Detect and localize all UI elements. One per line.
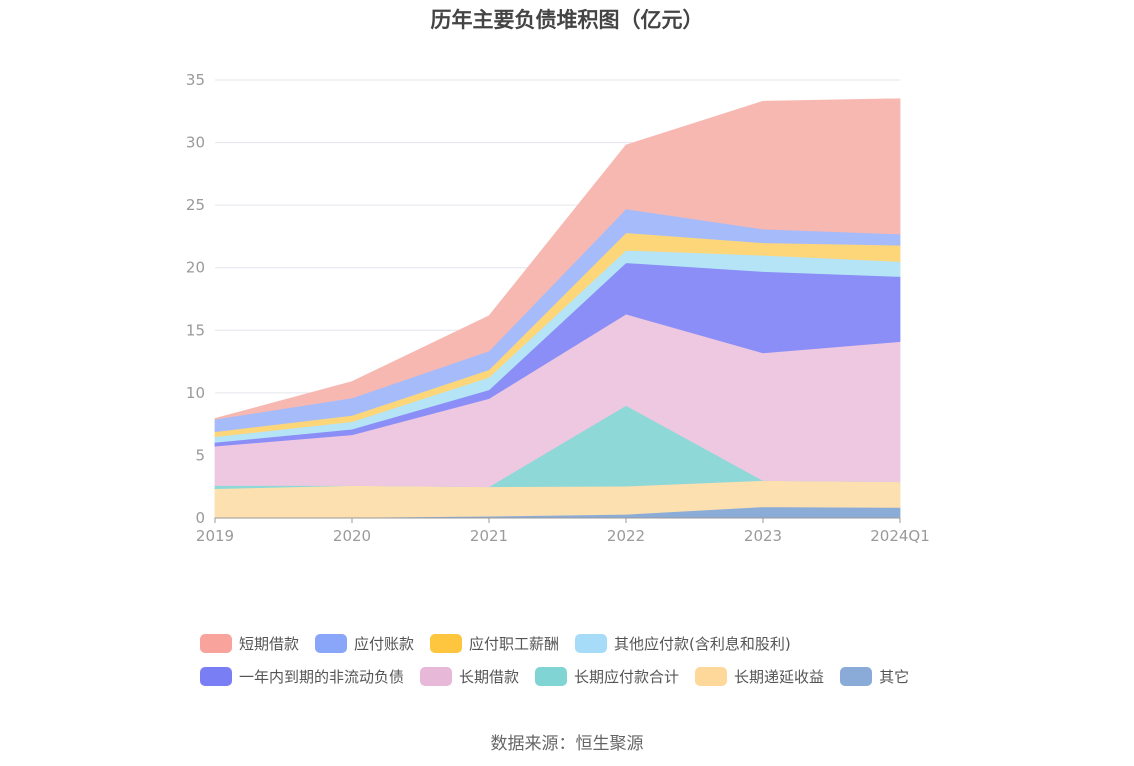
y-tick-label: 30 [186, 134, 205, 152]
axis-layer: 0 5 10 15 20 25 30 35 2019 2020 2021 2022 2023 2024Q1 [186, 71, 930, 545]
legend-label: 一年内到期的非流动负债 [239, 667, 405, 686]
legend-swatch [200, 666, 232, 686]
y-tick-label: 35 [186, 71, 205, 89]
legend-swatch [200, 633, 232, 653]
legend-label: 长期借款 [459, 667, 520, 686]
area-series-短期借款 [214, 98, 901, 420]
legend-item[interactable]: 其他应付款(含利息和股利) [575, 633, 791, 654]
legend-label: 长期应付款合计 [574, 667, 680, 686]
legend: 短期借款 应付账款 应付职工薪酬 其他应付款(含利息和股利) 一年内到期的非流动负债 长… [200, 630, 1000, 696]
legend-label: 短期借款 [239, 634, 300, 653]
legend-label: 应付职工薪酬 [469, 634, 560, 653]
x-tick-label: 2020 [333, 527, 371, 545]
x-tick-label: 2019 [196, 527, 234, 545]
legend-row-1: 短期借款 应付账款 应付职工薪酬 其他应付款(含利息和股利) [200, 630, 1000, 656]
stacked-area-chart: 0 5 10 15 20 25 30 35 2019 2020 2021 2022 2023 2024Q1 [186, 71, 930, 545]
legend-item[interactable]: 短期借款 [200, 633, 299, 654]
y-tick-label: 0 [195, 509, 205, 527]
legend-swatch [840, 666, 873, 686]
y-tick-label: 5 [195, 446, 205, 464]
legend-label: 长期递延收益 [734, 667, 825, 686]
y-tick-label: 20 [186, 259, 205, 277]
chart-title: 历年主要负债堆积图（亿元） [430, 8, 704, 32]
legend-row-2: 一年内到期的非流动负债 长期借款 长期应付款合计 长期递延收益 其它 [200, 663, 1000, 689]
x-tick-label: 2021 [470, 527, 508, 545]
legend-swatch [420, 666, 453, 686]
x-tick-label: 2022 [607, 527, 645, 545]
legend-label: 应付账款 [354, 634, 415, 653]
area-layer [214, 98, 901, 519]
legend-item[interactable]: 应付账款 [315, 633, 414, 654]
legend-item[interactable]: 长期应付款合计 [535, 666, 679, 687]
legend-swatch [575, 633, 608, 653]
legend-swatch [695, 666, 728, 686]
y-tick-label: 15 [186, 321, 205, 339]
legend-swatch [430, 633, 463, 653]
legend-swatch [315, 633, 348, 653]
legend-item[interactable]: 长期借款 [420, 666, 519, 687]
legend-item[interactable]: 长期递延收益 [695, 666, 824, 687]
legend-label: 其他应付款(含利息和股利) [614, 634, 791, 653]
legend-label: 其它 [879, 667, 910, 686]
x-tick-label: 2023 [744, 527, 782, 545]
x-tick-label: 2024Q1 [870, 527, 930, 545]
legend-item[interactable]: 一年内到期的非流动负债 [200, 666, 404, 687]
legend-item[interactable]: 其它 [840, 666, 909, 687]
legend-swatch [535, 666, 568, 686]
y-tick-label: 10 [186, 384, 205, 402]
data-source: 数据来源：恒生聚源 [490, 734, 644, 754]
legend-item[interactable]: 应付职工薪酬 [430, 633, 559, 654]
y-tick-label: 25 [186, 196, 205, 214]
